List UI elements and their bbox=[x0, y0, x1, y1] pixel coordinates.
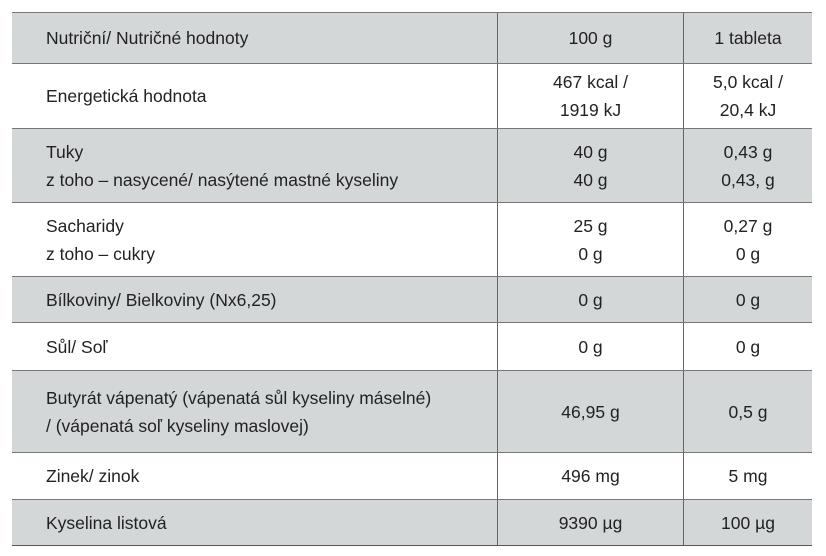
cell-text: z toho – cukry bbox=[46, 243, 155, 264]
table-cell: Sacharidy z toho – cukry bbox=[12, 203, 497, 276]
table-cell: 100 µg bbox=[683, 500, 812, 545]
cell-text: 1 tableta bbox=[714, 28, 782, 48]
table-cell: Nutriční/ Nutričné hodnoty bbox=[12, 13, 497, 63]
cell-text: 20,4 kJ bbox=[719, 100, 777, 120]
cell-text: 100 µg bbox=[721, 512, 775, 533]
cell-text: 1919 kJ bbox=[559, 100, 622, 120]
cell-text: 9390 µg bbox=[558, 512, 623, 533]
table-row: Tuky z toho – nasycené/ nasýtené mastné k… bbox=[12, 128, 812, 202]
cell-text: 467 kcal / bbox=[553, 72, 628, 92]
table-cell: 496 mg bbox=[497, 453, 683, 499]
cell-text: 46,95 g bbox=[561, 401, 620, 422]
cell-text: 40 g bbox=[573, 169, 608, 190]
table-row: Nutriční/ Nutričné hodnoty 100 g 1 tableta bbox=[12, 12, 812, 63]
cell-text: Bílkoviny/ Bielkoviny (Nx6,25) bbox=[46, 289, 277, 310]
table-cell: Energetická hodnota bbox=[12, 64, 497, 128]
table-cell: Zinek/ zinok bbox=[12, 453, 497, 499]
cell-text: / (vápenatá soľ kyseliny maslovej) bbox=[46, 415, 309, 436]
cell-text: 0,43 g bbox=[723, 141, 773, 162]
table-cell: 1 tableta bbox=[683, 13, 812, 63]
table-row: Sůl/ Soľ 0 g 0 g bbox=[12, 322, 812, 370]
cell-text: 496 mg bbox=[561, 466, 620, 486]
table-cell: 0 g bbox=[683, 323, 812, 370]
cell-text: Zinek/ zinok bbox=[46, 466, 140, 486]
cell-text: 0 g bbox=[578, 336, 603, 357]
table-cell: Kyselina listová bbox=[12, 500, 497, 545]
cell-text: Sacharidy bbox=[46, 215, 124, 236]
cell-text: Kyselina listová bbox=[46, 512, 167, 533]
cell-text: 0 g bbox=[735, 336, 761, 357]
table-cell: 0,43 g 0,43, g bbox=[683, 129, 812, 202]
table-row: Energetická hodnota 467 kcal / 1919 kJ 5,0 … bbox=[12, 63, 812, 128]
cell-text: 0 g bbox=[735, 289, 761, 310]
cell-text: 0 g bbox=[735, 243, 761, 264]
table-cell: Tuky z toho – nasycené/ nasýtené mastné k… bbox=[12, 129, 497, 202]
table-row: Bílkoviny/ Bielkoviny (Nx6,25) 0 g 0 g bbox=[12, 276, 812, 322]
table-cell: 40 g 40 g bbox=[497, 129, 683, 202]
table-cell: 25 g 0 g bbox=[497, 203, 683, 276]
cell-text: 5,0 kcal / bbox=[712, 72, 784, 92]
cell-text: 0,27 g bbox=[723, 215, 773, 236]
cell-text: Sůl/ Soľ bbox=[46, 336, 108, 357]
cell-text: 0 g bbox=[578, 243, 603, 264]
table-cell: 5 mg bbox=[683, 453, 812, 499]
table-cell: Butyrát vápenatý (vápenatá sůl kyseliny … bbox=[12, 371, 497, 452]
table-row: Kyselina listová 9390 µg 100 µg bbox=[12, 499, 812, 545]
nutrition-table: Nutriční/ Nutričné hodnoty 100 g 1 tableta… bbox=[12, 12, 812, 546]
table-cell: 9390 µg bbox=[497, 500, 683, 545]
cell-text: z toho – nasycené/ nasýtené mastné kysel… bbox=[46, 169, 399, 190]
cell-text: 0,5 g bbox=[728, 401, 768, 422]
table-cell: 0 g bbox=[497, 277, 683, 322]
cell-text: Nutriční/ Nutričné hodnoty bbox=[46, 28, 249, 48]
cell-text: 25 g bbox=[573, 215, 608, 236]
cell-text: 0 g bbox=[578, 289, 603, 310]
cell-text: Energetická hodnota bbox=[46, 86, 207, 106]
table-row: Zinek/ zinok 496 mg 5 mg bbox=[12, 452, 812, 499]
table-cell: 100 g bbox=[497, 13, 683, 63]
table-cell: 0 g bbox=[683, 277, 812, 322]
table-cell: Sůl/ Soľ bbox=[12, 323, 497, 370]
table-cell: 0,27 g 0 g bbox=[683, 203, 812, 276]
cell-text: Butyrát vápenatý (vápenatá sůl kyseliny … bbox=[46, 387, 432, 408]
table-cell: 0 g bbox=[497, 323, 683, 370]
table-row: Sacharidy z toho – cukry 25 g 0 g 0,27 g 0 g bbox=[12, 202, 812, 276]
cell-text: 40 g bbox=[573, 141, 608, 162]
table-cell: 467 kcal / 1919 kJ bbox=[497, 64, 683, 128]
cell-text: Tuky bbox=[46, 141, 84, 162]
table-cell: 5,0 kcal / 20,4 kJ bbox=[683, 64, 812, 128]
table-cell: 0,5 g bbox=[683, 371, 812, 452]
cell-text: 0,43, g bbox=[721, 169, 775, 190]
cell-text: 100 g bbox=[568, 28, 613, 48]
table-row: Butyrát vápenatý (vápenatá sůl kyseliny … bbox=[12, 370, 812, 452]
table-cell: Bílkoviny/ Bielkoviny (Nx6,25) bbox=[12, 277, 497, 322]
table-cell: 46,95 g bbox=[497, 371, 683, 452]
cell-text: 5 mg bbox=[728, 466, 768, 486]
